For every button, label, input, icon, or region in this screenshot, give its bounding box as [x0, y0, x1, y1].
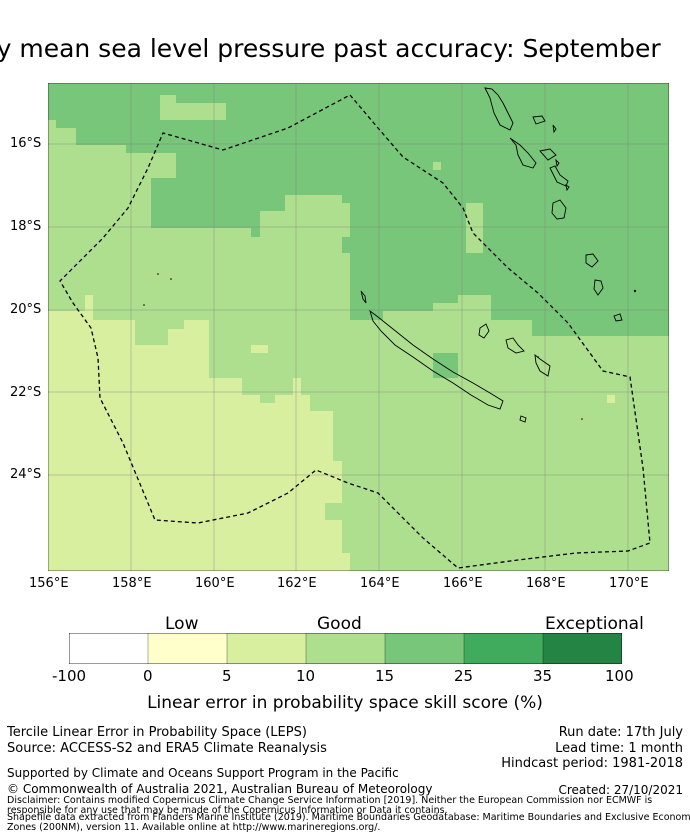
- info-created: Created: 27/10/2021: [558, 783, 683, 797]
- colorbar-tick-35: 35: [533, 667, 553, 685]
- colorbar-tick-15: 15: [375, 667, 395, 685]
- colorbar: [69, 633, 622, 664]
- lon-label-162e: 162°E: [277, 576, 317, 591]
- disclaimer-line-1: Disclaimer: Contains modified Copernicus…: [7, 795, 653, 806]
- lat-label-18s: 18°S: [10, 219, 42, 234]
- skill-map: [48, 83, 669, 571]
- lat-label-24s: 24°S: [10, 467, 42, 482]
- info-copyright: © Commonwealth of Australia 2021, Austra…: [7, 782, 433, 796]
- colorbar-tick-10: 10: [296, 667, 316, 685]
- colorbar-segment-25-35: [464, 633, 543, 664]
- coastlines: [360, 87, 623, 423]
- colorbar-segment-15-25: [385, 633, 464, 664]
- band-25-35: [433, 353, 458, 378]
- colorbar-header-low: Low: [165, 614, 199, 634]
- info-hindcast-period: Hindcast period: 1981-2018: [501, 756, 683, 771]
- band-5-10: [48, 295, 350, 571]
- lon-label-160e: 160°E: [195, 576, 235, 591]
- disclaimer-line-4: Zones (200NM), version 11. Available onl…: [7, 822, 381, 833]
- colorbar-tick-25: 25: [454, 667, 474, 685]
- map-title: Monthly mean sea level pressure past acc…: [0, 34, 661, 63]
- colorbar-segment-neg100-0: [69, 633, 148, 664]
- colorbar-label: Linear error in probability space skill …: [147, 693, 543, 713]
- eez-boundary: [59, 94, 651, 569]
- info-product: Tercile Linear Error in Probability Spac…: [7, 725, 307, 740]
- lon-label-168e: 168°E: [526, 576, 566, 591]
- colorbar-header-good: Good: [317, 614, 362, 634]
- colorbar-tick-neg100: -100: [52, 667, 87, 685]
- lon-label-164e: 164°E: [360, 576, 400, 591]
- gridlines: [48, 83, 669, 571]
- colorbar-tick-0: 0: [143, 667, 153, 685]
- disclaimer-line-2: responsible for any use that may be made…: [7, 805, 448, 816]
- small-islands: [143, 273, 637, 420]
- lon-label-156e: 156°E: [29, 576, 69, 591]
- disclaimer-line-3: Shapefile data extracted from Flanders M…: [7, 812, 690, 823]
- new-caledonia-coast: [369, 309, 504, 410]
- lat-label-20s: 20°S: [10, 302, 42, 317]
- info-run-date: Run date: 17th July: [558, 725, 683, 740]
- colorbar-tick-5: 5: [222, 667, 232, 685]
- colorbar-header-exceptional: Exceptional: [545, 614, 644, 634]
- info-support: Supported by Climate and Oceans Support …: [7, 766, 399, 780]
- colorbar-segment-10-15: [306, 633, 385, 664]
- lon-label-166e: 166°E: [443, 576, 483, 591]
- lat-label-16s: 16°S: [10, 136, 42, 151]
- lon-label-158e: 158°E: [112, 576, 152, 591]
- lon-label-170e: 170°E: [609, 576, 649, 591]
- info-lead-time: Lead time: 1 month: [555, 741, 683, 756]
- vanuatu-coast: [484, 87, 514, 131]
- info-source: Source: ACCESS-S2 and ERA5 Climate Reana…: [7, 741, 327, 756]
- colorbar-segment-0-5: [148, 633, 227, 664]
- lat-label-22s: 22°S: [10, 385, 42, 400]
- colorbar-segment-35-100: [543, 633, 622, 664]
- colorbar-tick-100: 100: [605, 667, 634, 685]
- colorbar-segment-5-10: [227, 633, 306, 664]
